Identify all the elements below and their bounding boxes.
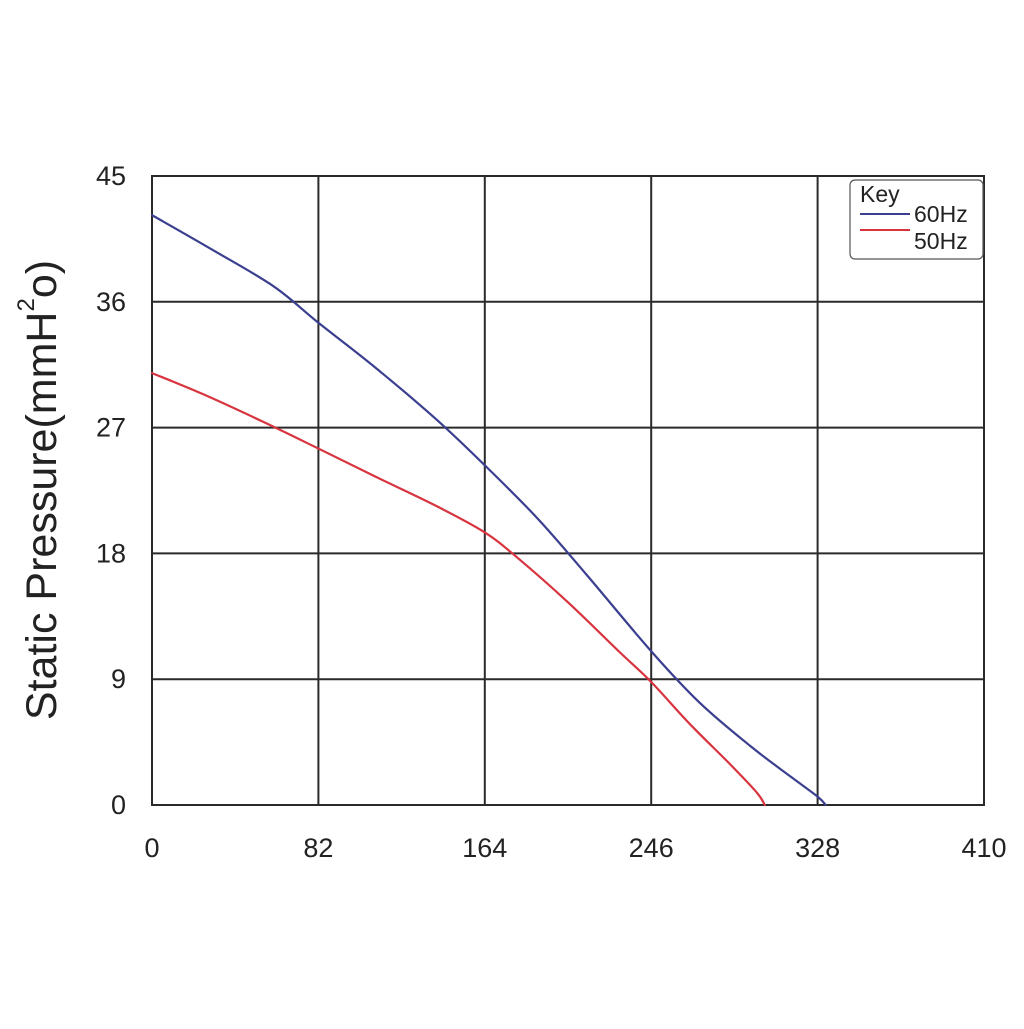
grid [151, 175, 985, 806]
tick-labels: 0 82 164 246 328 410 0 9 18 27 36 45 [96, 161, 1007, 863]
x-tick-label: 164 [462, 833, 507, 863]
legend-label-50hz: 50Hz [914, 228, 968, 254]
x-tick-label: 82 [303, 833, 333, 863]
y-tick-label: 9 [111, 664, 126, 694]
x-tick-label: 410 [961, 833, 1006, 863]
plot-frame [151, 175, 985, 806]
x-tick-label: 246 [629, 833, 674, 863]
series-line-60hz [150, 214, 827, 807]
y-tick-label: 18 [96, 538, 126, 568]
series-lines [150, 214, 827, 807]
y-axis-label-main: Static Pressure(mmH [18, 311, 66, 721]
legend-title: Key [860, 181, 900, 207]
legend-box [849, 179, 984, 260]
y-tick-label: 36 [96, 287, 126, 317]
y-tick-label: 27 [96, 413, 126, 443]
y-axis-label-tail: o) [18, 259, 66, 299]
y-tick-label: 0 [111, 790, 126, 820]
y-axis-label: Static Pressure(mmH2o) [13, 260, 67, 720]
legend-label-60hz: 60Hz [914, 201, 968, 227]
x-tick-label: 328 [795, 833, 840, 863]
y-axis-label-superscript: 2 [13, 298, 40, 312]
x-tick-label: 0 [144, 833, 159, 863]
y-tick-label: 45 [96, 161, 126, 191]
series-line-50hz [150, 371, 766, 807]
